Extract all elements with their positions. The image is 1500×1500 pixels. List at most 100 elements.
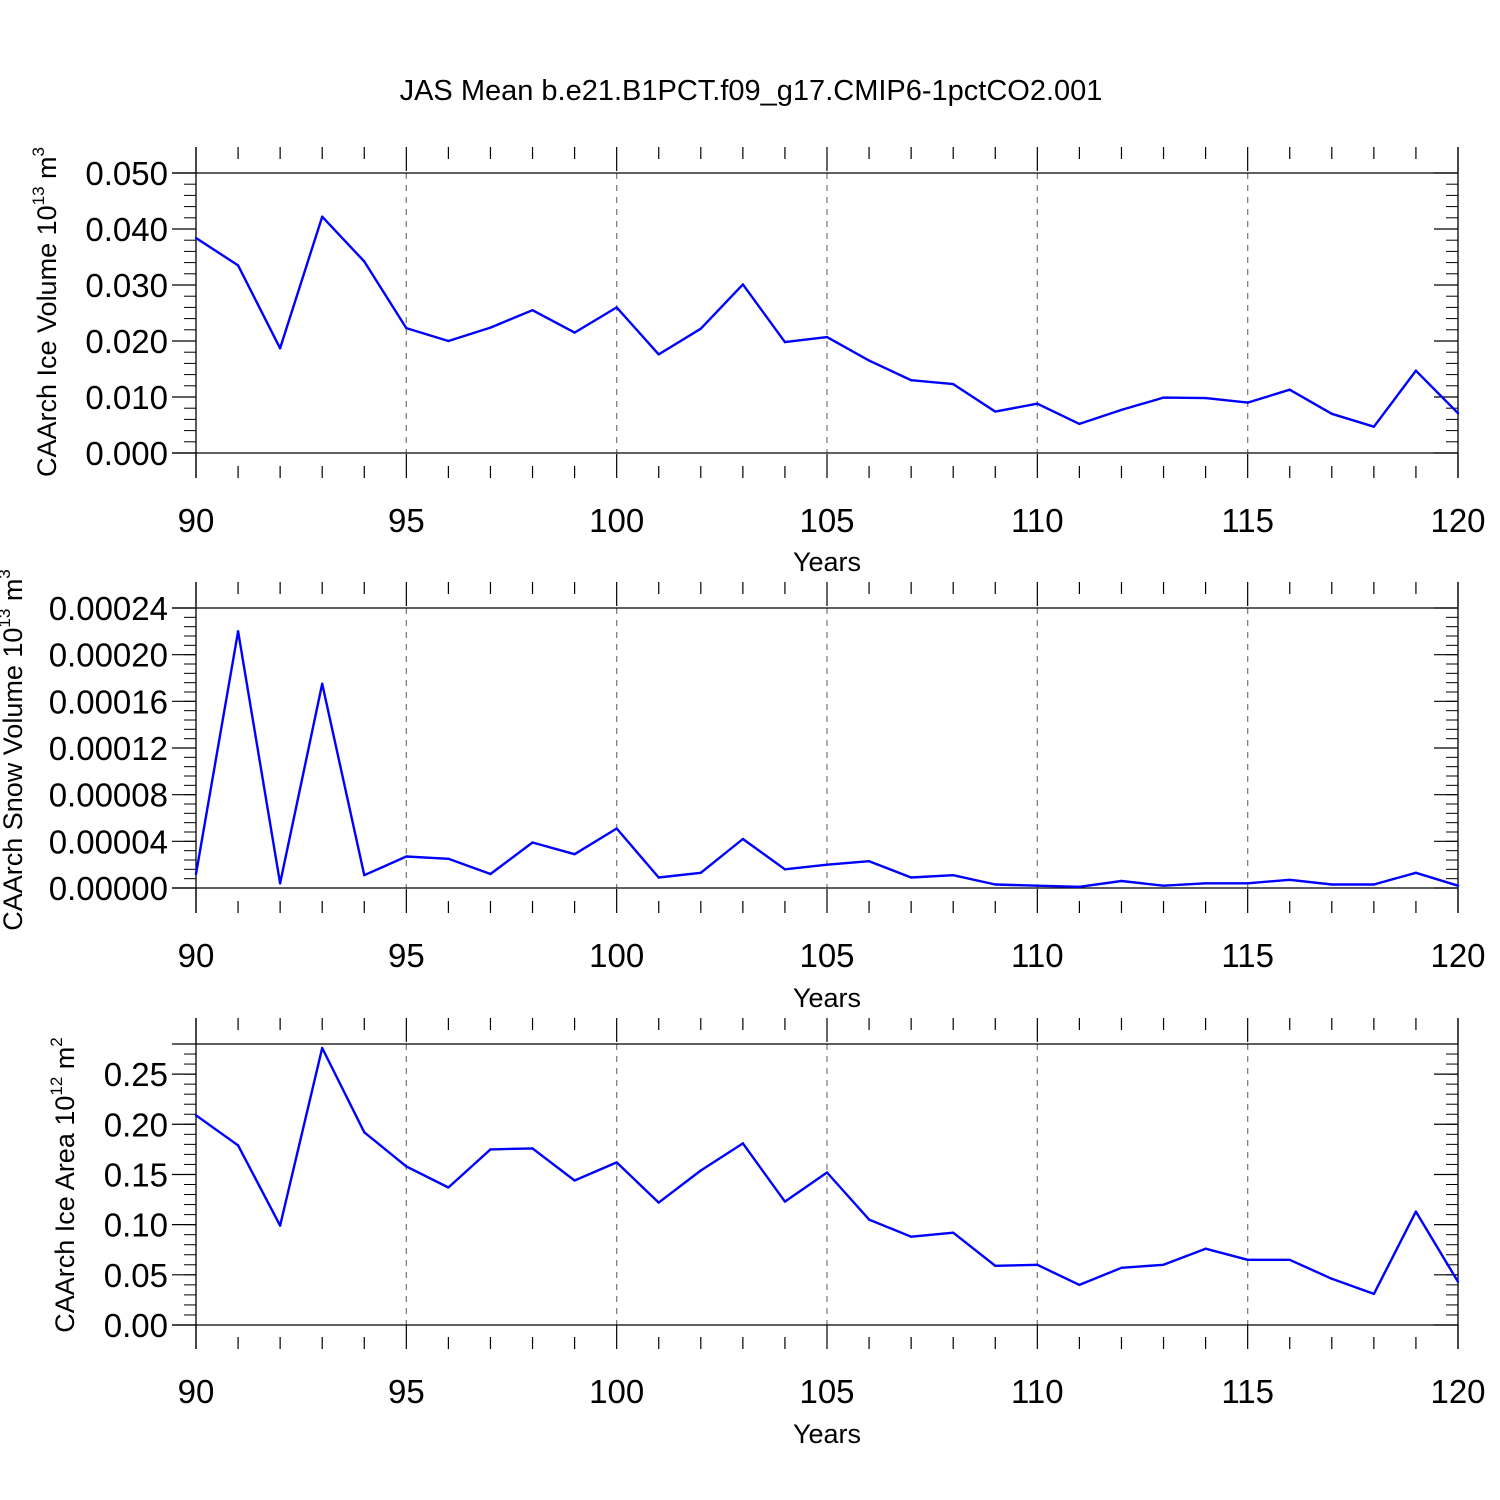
data-point	[699, 327, 702, 330]
ice-volume-panel: 0.000 0.010 0.020 0.030 0.040 0.050 90 95 100 105…	[29, 147, 1486, 577]
y-axis-title: CAArch Ice Area 1012 m2	[47, 1037, 80, 1333]
x-axis-title: Years	[793, 983, 861, 1013]
data-point	[573, 852, 576, 856]
data-point	[1162, 396, 1165, 399]
x-tick-label: 100	[589, 502, 644, 539]
data-point	[1162, 884, 1165, 887]
y-tick-label: 0.20	[104, 1106, 168, 1143]
data-point	[405, 326, 408, 330]
y-tick-label: 0.00012	[49, 730, 168, 767]
data-point	[194, 1114, 198, 1117]
data-point	[1456, 884, 1460, 887]
y-tick-label: 0.030	[85, 267, 168, 304]
data-point	[867, 859, 871, 863]
y-tick-label: 0.00020	[49, 637, 168, 674]
data-point	[1372, 1292, 1376, 1296]
y-tick-label: 0.00024	[49, 590, 168, 627]
data-point	[1288, 1258, 1291, 1261]
data-point	[1162, 1263, 1165, 1266]
data-point	[1078, 885, 1081, 889]
data-point	[1036, 884, 1039, 887]
y-tick-label: 0.25	[104, 1056, 168, 1093]
x-tick-label: 105	[799, 1373, 854, 1410]
y-axis-title-part: CAArch Ice Volume 10	[32, 205, 62, 477]
y-axis-title-part: m	[50, 1047, 80, 1077]
data-point	[825, 863, 829, 866]
data-point	[531, 1147, 534, 1150]
data-point	[741, 837, 745, 841]
x-tick-label: 115	[1221, 502, 1274, 539]
x-axis-title: Years	[793, 547, 861, 577]
y-tick-label: 0.00000	[49, 870, 168, 907]
y-tick-label: 0.00	[104, 1307, 168, 1344]
x-tick-label: 95	[388, 502, 425, 539]
data-point	[278, 347, 282, 350]
data-point	[1204, 882, 1207, 885]
data-point	[363, 260, 366, 263]
x-tick-label: 105	[799, 502, 854, 539]
data-point	[1120, 879, 1123, 883]
data-point	[783, 340, 787, 344]
data-point	[321, 215, 324, 218]
data-point	[783, 1200, 787, 1203]
data-point	[236, 264, 240, 267]
y-tick-label: 0.010	[85, 379, 168, 416]
data-point	[489, 326, 492, 329]
data-point	[994, 883, 997, 886]
data-point	[573, 331, 576, 334]
data-point	[909, 876, 913, 879]
y-axis-title-part: m	[32, 156, 62, 186]
data-point	[1246, 401, 1249, 404]
data-point	[699, 1169, 702, 1172]
x-tick-label: 110	[1011, 1373, 1064, 1410]
snow-volume-panel: 0.00000 0.00004 0.00008 0.00012 0.00016 0.000…	[0, 569, 1486, 1013]
y-axis-title-superscript: 3	[0, 569, 14, 578]
data-point	[194, 872, 198, 876]
data-point	[952, 382, 955, 386]
data-point	[1414, 871, 1418, 875]
data-point	[573, 1179, 576, 1182]
data-point	[615, 306, 618, 309]
data-point	[909, 379, 913, 382]
data-point	[1078, 1283, 1081, 1287]
data-point	[1372, 425, 1376, 428]
x-tick-label: 120	[1430, 1373, 1485, 1410]
data-point	[1246, 882, 1249, 885]
x-tick-label: 90	[178, 1373, 215, 1410]
data-point	[783, 868, 787, 871]
x-tick-label: 115	[1221, 937, 1274, 974]
data-point	[1204, 396, 1207, 400]
data-point	[447, 1186, 450, 1189]
y-axis-title-superscript: 13	[0, 609, 14, 628]
data-point	[489, 872, 492, 876]
x-tick-label: 95	[388, 1373, 425, 1410]
data-point	[1330, 412, 1334, 415]
x-tick-label: 90	[178, 937, 215, 974]
data-point	[1372, 883, 1376, 886]
data-point	[657, 353, 660, 356]
data-point	[405, 1165, 408, 1168]
data-point	[867, 359, 871, 362]
data-point	[1078, 422, 1081, 426]
data-point	[1414, 1210, 1418, 1213]
x-tick-label: 100	[589, 1373, 644, 1410]
y-axis-title-part: CAArch Snow Volume 10	[0, 628, 28, 931]
data-point	[278, 1224, 282, 1227]
data-point	[1330, 883, 1334, 886]
y-tick-label: 0.000	[85, 435, 168, 472]
data-point	[447, 857, 450, 861]
data-point	[1288, 388, 1291, 391]
x-tick-label: 90	[178, 502, 215, 539]
x-tick-label: 100	[589, 937, 644, 974]
data-point	[1204, 1247, 1207, 1250]
data-point	[531, 309, 534, 312]
data-point	[321, 682, 324, 686]
data-point	[1120, 408, 1123, 412]
x-tick-label: 120	[1430, 937, 1485, 974]
y-tick-label: 0.00004	[49, 823, 168, 860]
data-point	[994, 410, 997, 413]
data-point	[405, 855, 408, 858]
y-tick-label: 0.050	[85, 155, 168, 192]
data-point	[1120, 1266, 1123, 1269]
